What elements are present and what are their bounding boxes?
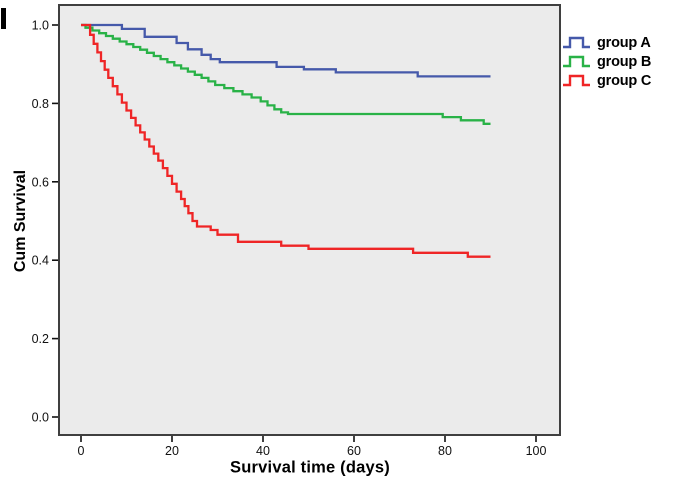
x-tick-label: 0 (78, 444, 85, 458)
series-group-A (81, 23, 491, 78)
legend-item-group-b: group B (562, 52, 651, 71)
x-tick-label: 40 (256, 444, 270, 458)
y-axis-title: Cum Survival (12, 169, 29, 273)
x-tick-label: 80 (438, 444, 452, 458)
x-tick-label: 20 (165, 444, 179, 458)
legend-label: group B (597, 53, 652, 70)
legend-item-group-c: group C (562, 71, 651, 90)
x-tick-label: 60 (347, 444, 361, 458)
stray-mark (1, 8, 6, 29)
legend-line-sample-red (563, 74, 590, 87)
step-line-glyph (563, 36, 590, 49)
y-tick-label: 0.4 (32, 254, 49, 268)
y-tick-label: 0.2 (32, 332, 49, 346)
y-tick-label: 0.6 (32, 175, 49, 189)
legend-item-group-a: group A (562, 33, 651, 52)
legend-label: group C (597, 72, 652, 89)
legend-line-sample-green (563, 55, 590, 68)
legend-line-sample-blue (563, 36, 590, 49)
series-group-B (81, 23, 491, 125)
step-line-glyph (563, 55, 590, 68)
x-axis-title: Survival time (days) (230, 458, 390, 477)
legend-label: group A (597, 34, 651, 51)
y-tick-label: 1.0 (32, 19, 49, 33)
y-tick-label: 0.8 (32, 97, 49, 111)
x-tick-label: 100 (526, 444, 547, 458)
legend: group A group B group C (562, 33, 651, 90)
step-line-glyph (563, 74, 590, 87)
y-tick-label: 0.0 (32, 411, 49, 425)
series-group-C (81, 23, 491, 258)
